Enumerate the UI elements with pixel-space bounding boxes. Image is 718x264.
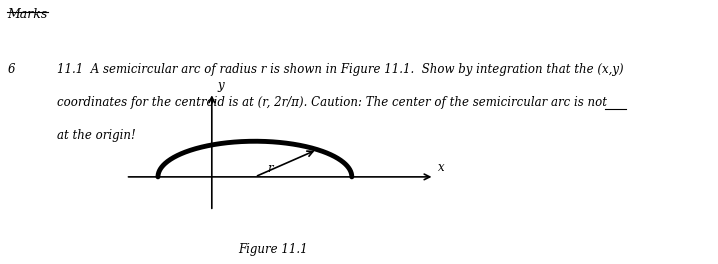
Text: Marks: Marks <box>7 8 47 21</box>
Text: r: r <box>267 162 273 175</box>
Text: y: y <box>218 79 224 92</box>
Text: 11.1  A semicircular arc of radius r is shown in Figure 11.1.  Show by integrati: 11.1 A semicircular arc of radius r is s… <box>57 63 624 76</box>
Text: 6: 6 <box>7 63 14 76</box>
Text: x: x <box>438 161 444 174</box>
Text: coordinates for the centroid is at (r, 2r/π). Caution: The center of the semicir: coordinates for the centroid is at (r, 2… <box>57 96 607 109</box>
Text: Figure 11.1: Figure 11.1 <box>238 243 307 256</box>
Text: at the origin!: at the origin! <box>57 129 136 142</box>
